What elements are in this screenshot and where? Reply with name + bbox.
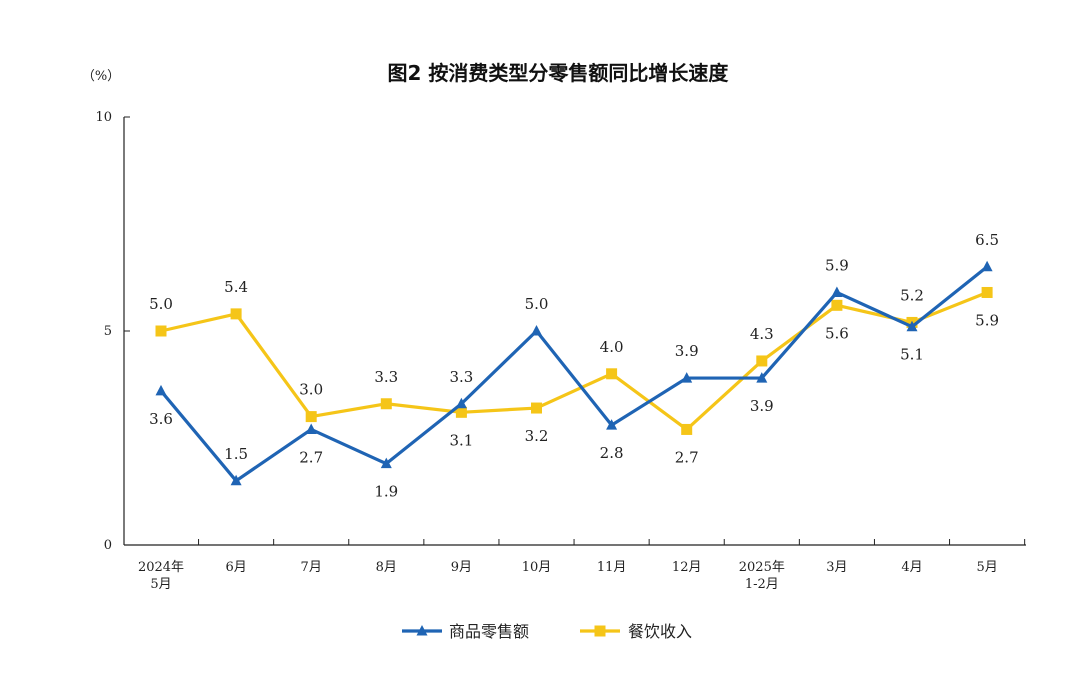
data-point — [681, 372, 693, 383]
data-point — [305, 423, 317, 434]
data-point — [531, 402, 542, 414]
data-label: 3.3 — [449, 368, 473, 386]
data-label: 5.6 — [825, 324, 849, 342]
data-point — [230, 308, 242, 320]
data-label: 2.7 — [299, 448, 323, 466]
data-point — [531, 325, 542, 336]
data-point — [305, 411, 317, 423]
data-label: 5.4 — [224, 278, 248, 296]
x-tick-label: 12月 — [672, 560, 702, 575]
series-1: 5.0 5.4 3.0 3.3 3.1 3.2 4.0 2.7 4.3 5.6 5.2 5.9 — [149, 278, 999, 467]
data-point — [416, 625, 428, 636]
data-label: 3.2 — [525, 427, 549, 445]
data-label: 1.5 — [224, 445, 248, 463]
data-label: 3.1 — [449, 431, 473, 449]
y-axis-unit: （%） — [82, 69, 120, 84]
y-tick-label: 10 — [95, 110, 112, 125]
data-label: 5.9 — [975, 311, 999, 329]
data-label: 3.6 — [149, 410, 173, 428]
data-point — [380, 398, 392, 410]
data-point — [756, 355, 768, 367]
data-label: 2.7 — [675, 448, 699, 466]
x-tick-label: 2025年 — [739, 560, 785, 575]
x-tick-label: 11月 — [597, 560, 627, 575]
data-label: 4.3 — [750, 325, 774, 343]
x-tick-label: 4月 — [901, 560, 922, 575]
data-point — [681, 423, 693, 435]
x-tick-label: 5月 — [976, 560, 997, 575]
y-tick-label: 5 — [104, 324, 112, 339]
x-tick-label: 3月 — [826, 560, 847, 575]
data-point — [756, 372, 768, 383]
data-point — [594, 625, 606, 637]
x-tick-label: 9月 — [451, 560, 472, 575]
data-point — [606, 419, 618, 430]
data-label: 5.1 — [900, 346, 924, 364]
data-point — [455, 397, 467, 409]
x-tick-label: 6月 — [225, 560, 246, 575]
legend-label: 商品零售额 — [449, 622, 529, 641]
series-line — [160, 290, 988, 432]
data-label: 3.0 — [299, 381, 323, 399]
data-label: 5.0 — [525, 295, 549, 313]
data-point — [831, 299, 843, 311]
x-tick-label: 8月 — [376, 560, 397, 575]
data-label: 4.0 — [600, 338, 624, 356]
data-label: 5.9 — [825, 256, 849, 274]
data-label: 5.0 — [149, 295, 173, 313]
data-label: 3.9 — [750, 397, 774, 415]
series-0: 3.6 1.5 2.7 1.9 3.3 5.0 2.8 3.9 3.9 5.9 5.1 6.5 — [149, 231, 999, 501]
data-point — [606, 368, 618, 380]
data-label: 2.8 — [600, 444, 624, 462]
y-tick-label: 0 — [104, 538, 112, 553]
data-label: 3.3 — [374, 368, 398, 386]
data-label: 3.9 — [675, 342, 699, 360]
x-tick-label: 1-2月 — [745, 577, 779, 592]
data-label: 1.9 — [374, 483, 398, 501]
data-point — [155, 325, 167, 337]
x-tick-label: 5月 — [150, 577, 171, 592]
series-layer: 5.0 5.4 3.0 3.3 3.1 3.2 4.0 2.7 4.3 5.6 5.2 5.9 3.6 1… — [149, 231, 999, 501]
data-point — [155, 384, 167, 396]
data-point — [981, 260, 993, 272]
data-point — [455, 406, 467, 418]
chart-title: 图2 按消费类型分零售额同比增长速度 — [388, 61, 730, 85]
axes: 0 5 10 2024年 5月 6月 7月 8月 9月 10月 11月 12月 2025年 1-2月 3月 4… — [95, 110, 1026, 592]
x-tick-label: 10月 — [522, 560, 552, 575]
data-point — [906, 320, 918, 332]
data-point — [831, 286, 843, 297]
data-point — [230, 474, 242, 486]
data-point — [981, 286, 993, 298]
data-point — [380, 457, 392, 469]
legend-item-1: 餐饮收入 — [580, 622, 692, 641]
legend: 商品零售额 餐饮收入 — [402, 622, 692, 641]
x-tick-label: 2024年 — [138, 560, 184, 575]
data-label: 6.5 — [975, 231, 999, 249]
x-tick-label: 7月 — [301, 560, 322, 575]
data-label: 5.2 — [900, 286, 924, 304]
legend-item-0: 商品零售额 — [402, 622, 529, 641]
legend-label: 餐饮收入 — [628, 622, 692, 641]
series-line — [159, 265, 989, 483]
